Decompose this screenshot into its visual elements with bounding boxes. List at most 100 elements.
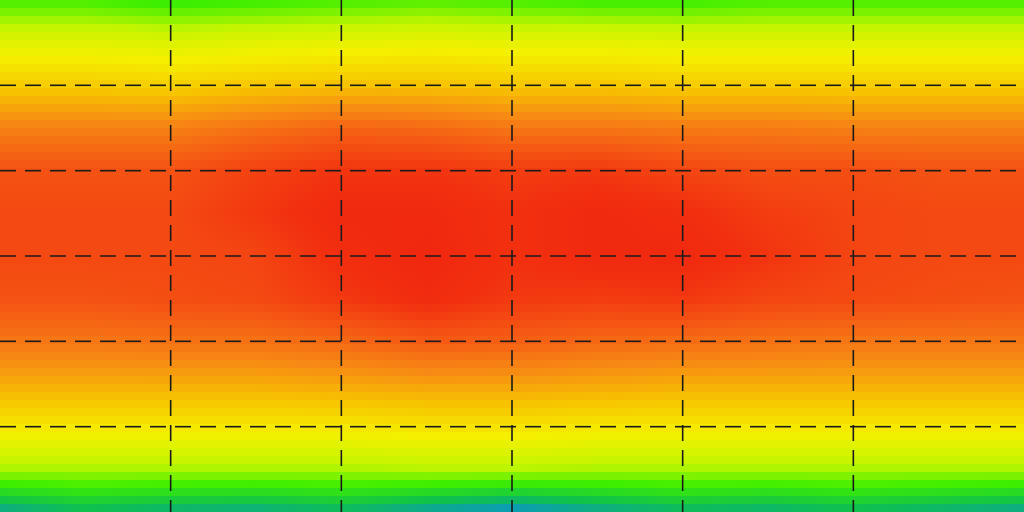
heatmap-cell (368, 120, 377, 129)
heatmap-cell (872, 160, 881, 169)
heatmap-cell (1016, 64, 1024, 73)
heatmap-cell (648, 96, 657, 105)
heatmap-cell (280, 176, 289, 185)
heatmap-cell (328, 112, 337, 121)
heatmap-cell (816, 152, 825, 161)
heatmap-cell (400, 136, 409, 145)
heatmap-cell (816, 0, 825, 9)
heatmap-cell (872, 152, 881, 161)
heatmap-cell (680, 136, 689, 145)
heatmap-cell (704, 40, 713, 49)
heatmap-cell (296, 0, 305, 9)
heatmap-cell (984, 120, 993, 129)
heatmap-cell (64, 176, 73, 185)
heatmap-cell (160, 104, 169, 113)
heatmap-cell (960, 80, 969, 89)
heatmap-cell (224, 128, 233, 137)
heatmap-cell (664, 64, 673, 73)
heatmap-cell (80, 40, 89, 49)
heatmap-cell (888, 176, 897, 185)
heatmap-cell (200, 0, 209, 9)
heatmap-cell (344, 16, 353, 25)
heatmap-cell (144, 120, 153, 129)
heatmap-cell (248, 40, 257, 49)
heatmap-cell (536, 72, 545, 81)
heatmap-cell (776, 72, 785, 81)
heatmap-cell (728, 88, 737, 97)
heatmap-cell (536, 88, 545, 97)
heatmap-cell (128, 144, 137, 153)
heatmap-cell (552, 136, 561, 145)
heatmap-cell (616, 88, 625, 97)
heatmap-cell (864, 168, 873, 177)
heatmap-cell (976, 104, 985, 113)
heatmap-cell (192, 168, 201, 177)
heatmap-cell (760, 32, 769, 41)
heatmap-cell (976, 120, 985, 129)
heatmap-cell (216, 40, 225, 49)
heatmap-cell (168, 104, 177, 113)
heatmap-cell (424, 8, 433, 17)
heatmap-cell (984, 96, 993, 105)
heatmap-cell (392, 80, 401, 89)
heatmap-cell (744, 160, 753, 169)
heatmap-cell (104, 128, 113, 137)
heatmap-cell (872, 168, 881, 177)
heatmap-cell (712, 120, 721, 129)
heatmap-cell (64, 8, 73, 17)
heatmap-cell (792, 72, 801, 81)
heatmap-cell (792, 56, 801, 65)
heatmap-cell (592, 56, 601, 65)
heatmap-cell (608, 64, 617, 73)
heatmap-cell (560, 88, 569, 97)
heatmap-cell (104, 56, 113, 65)
heatmap-cell (416, 16, 425, 25)
heatmap-cell (696, 40, 705, 49)
heatmap-cell (48, 16, 57, 25)
heatmap-cell (872, 144, 881, 153)
heatmap-cell (720, 64, 729, 73)
heatmap-cell (848, 176, 857, 185)
heatmap-cell (456, 104, 465, 113)
heatmap-cell (688, 24, 697, 33)
heatmap-cell (296, 96, 305, 105)
heatmap-cell (816, 24, 825, 33)
heatmap-cell (64, 32, 73, 41)
heatmap-cell (480, 160, 489, 169)
heatmap-cell (488, 152, 497, 161)
heatmap-cell (688, 152, 697, 161)
heatmap-cell (256, 104, 265, 113)
heatmap-cell (784, 144, 793, 153)
heatmap-cell (144, 136, 153, 145)
heatmap-cell (736, 80, 745, 89)
heatmap-cell (528, 168, 537, 177)
heatmap-cell (872, 112, 881, 121)
heatmap-cell (720, 136, 729, 145)
heatmap-cell (880, 80, 889, 89)
heatmap-cell (176, 104, 185, 113)
heatmap-cell (256, 64, 265, 73)
heatmap-cell (40, 72, 49, 81)
heatmap-cell (656, 96, 665, 105)
heatmap-cell (960, 88, 969, 97)
heatmap-cell (856, 152, 865, 161)
heatmap-cell (592, 72, 601, 81)
heatmap-cell (664, 56, 673, 65)
heatmap-cell (840, 48, 849, 57)
heatmap-cell (280, 184, 289, 193)
heatmap-cell (248, 184, 257, 193)
heatmap-cell (480, 80, 489, 89)
heatmap-cell (728, 176, 737, 185)
heatmap-cell (784, 160, 793, 169)
heatmap-cell (992, 0, 1001, 9)
heatmap-cell (72, 40, 81, 49)
heatmap-cell (224, 120, 233, 129)
heatmap-cell (480, 96, 489, 105)
heatmap-cell (584, 168, 593, 177)
heatmap-cell (288, 136, 297, 145)
heatmap-cell (960, 8, 969, 17)
heatmap-cell (144, 80, 153, 89)
heatmap-cell (88, 64, 97, 73)
heatmap-cell (832, 144, 841, 153)
heatmap-cell (336, 160, 345, 169)
